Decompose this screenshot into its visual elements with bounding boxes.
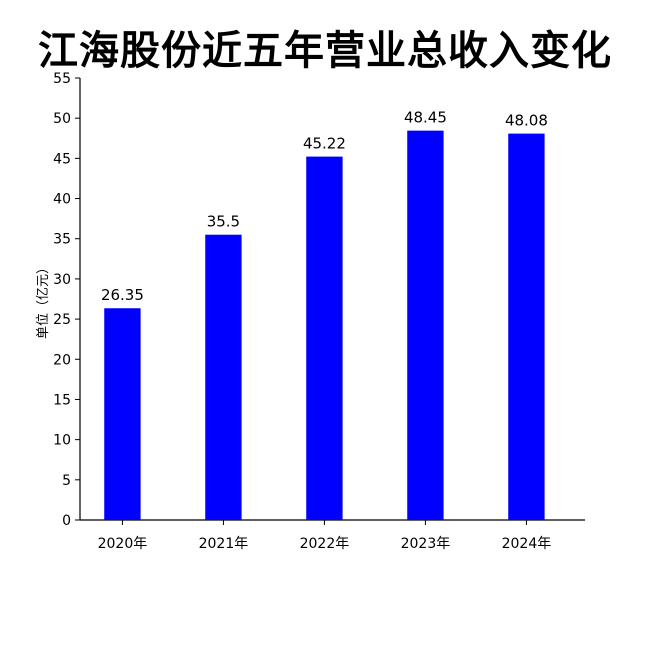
y-tick-label: 30 (53, 272, 71, 288)
bar (306, 156, 343, 520)
data-label: 48.08 (505, 112, 548, 130)
bar (205, 234, 242, 520)
x-tick-label: 2022年 (300, 536, 350, 552)
x-axis: 2020年 2021年 2022年 2023年 2024年 (80, 519, 585, 552)
data-label: 26.35 (101, 286, 144, 304)
x-tick-label: 2021年 (199, 536, 249, 552)
bar (508, 133, 545, 520)
y-tick-label: 10 (53, 433, 71, 449)
y-tick-label: 20 (53, 352, 71, 368)
bar (407, 130, 444, 520)
data-labels: 26.35 35.5 45.22 48.45 48.08 (101, 109, 548, 305)
x-tick-label: 2024年 (502, 536, 552, 552)
y-tick-label: 50 (53, 111, 71, 127)
chart-title: 江海股份近五年营业总收入变化 (38, 28, 612, 74)
data-label: 48.45 (404, 109, 447, 127)
y-tick-label: 35 (53, 232, 71, 248)
y-axis-title: 单位（亿元） (36, 261, 51, 339)
y-tick-label: 5 (62, 473, 71, 489)
y-axis: 0 5 10 15 20 25 30 35 40 45 50 55 (53, 71, 81, 529)
data-label: 35.5 (207, 213, 240, 231)
y-tick-label: 55 (53, 71, 71, 87)
x-tick-label: 2020年 (98, 536, 148, 552)
bar (104, 308, 141, 520)
data-label: 45.22 (303, 135, 346, 153)
y-tick-label: 40 (53, 192, 71, 208)
y-tick-label: 0 (62, 513, 71, 529)
y-tick-label: 15 (53, 392, 71, 408)
x-tick-label: 2023年 (401, 536, 451, 552)
y-tick-label: 25 (53, 312, 71, 328)
y-tick-label: 45 (53, 151, 71, 167)
bars (104, 130, 545, 520)
